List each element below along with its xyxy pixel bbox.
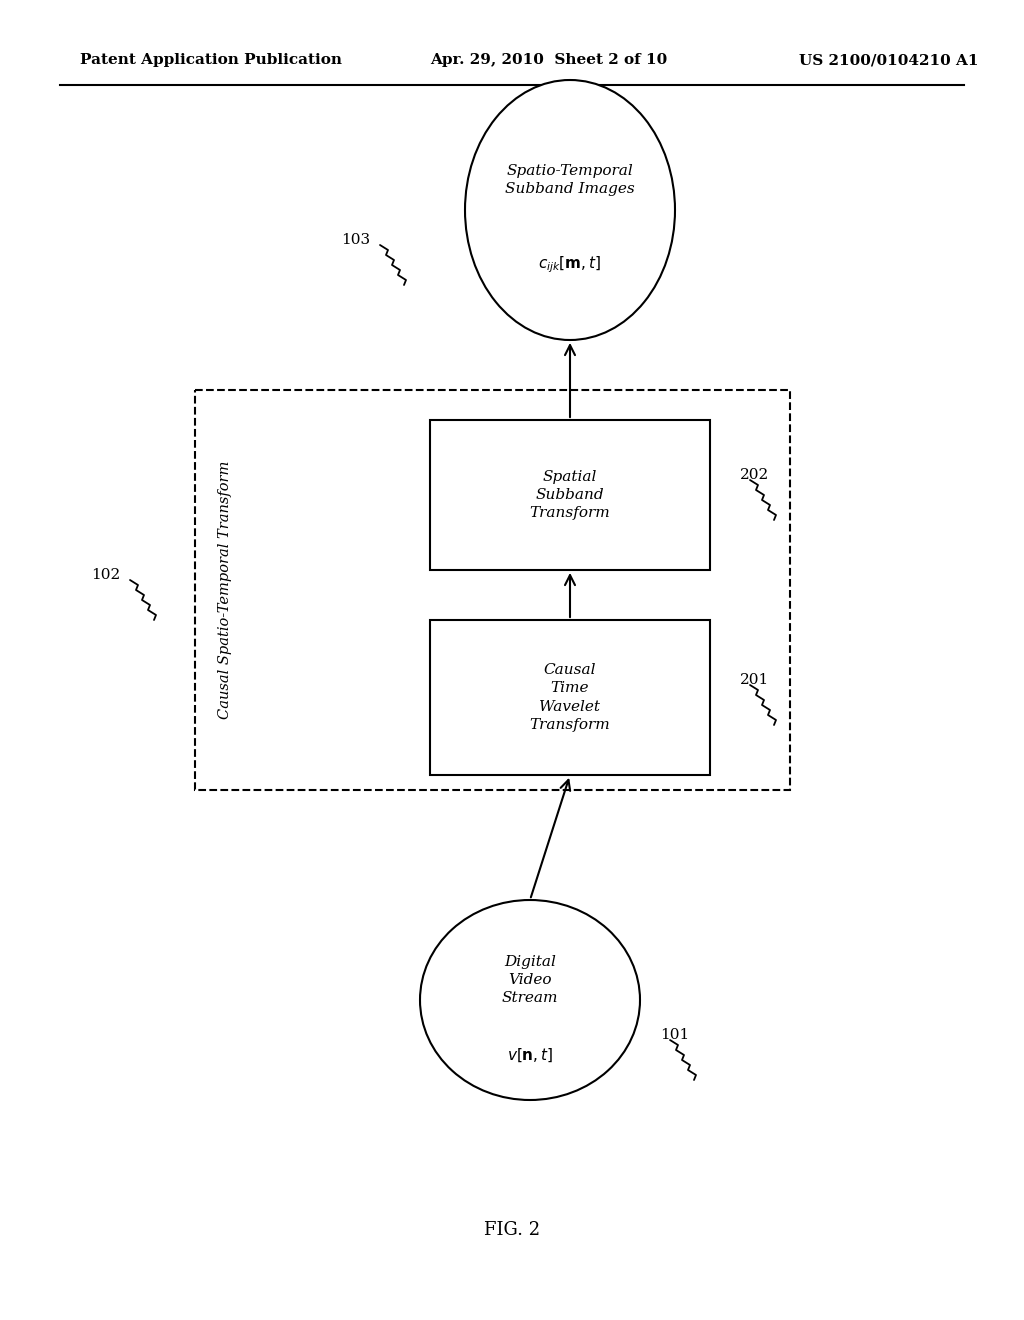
Text: Digital
Video
Stream: Digital Video Stream [502, 954, 558, 1006]
Bar [430, 420, 710, 570]
Text: 102: 102 [91, 568, 120, 582]
Text: Causal
Time
Wavelet
Transform: Causal Time Wavelet Transform [529, 663, 610, 733]
Text: Spatial
Subband
Transform: Spatial Subband Transform [529, 470, 610, 520]
Text: US 2100/0104210 A1: US 2100/0104210 A1 [799, 53, 978, 67]
Text: Spatio-Temporal
Subband Images: Spatio-Temporal Subband Images [505, 164, 635, 197]
Text: Causal Spatio-Temporal Transform: Causal Spatio-Temporal Transform [218, 461, 232, 719]
Text: 101: 101 [660, 1028, 689, 1041]
Text: Patent Application Publication: Patent Application Publication [80, 53, 342, 67]
Ellipse shape [420, 900, 640, 1100]
Bar [195, 389, 790, 789]
Bar [430, 620, 710, 775]
Ellipse shape [465, 81, 675, 341]
Text: $c_{ijk}[\mathbf{m}, t]$: $c_{ijk}[\mathbf{m}, t]$ [539, 255, 602, 276]
Text: FIG. 2: FIG. 2 [484, 1221, 540, 1239]
Text: $v[\mathbf{n}, t]$: $v[\mathbf{n}, t]$ [507, 1047, 553, 1064]
Text: 103: 103 [341, 234, 370, 247]
Text: Apr. 29, 2010  Sheet 2 of 10: Apr. 29, 2010 Sheet 2 of 10 [430, 53, 668, 67]
Text: 201: 201 [740, 673, 769, 686]
Text: 202: 202 [740, 469, 769, 482]
